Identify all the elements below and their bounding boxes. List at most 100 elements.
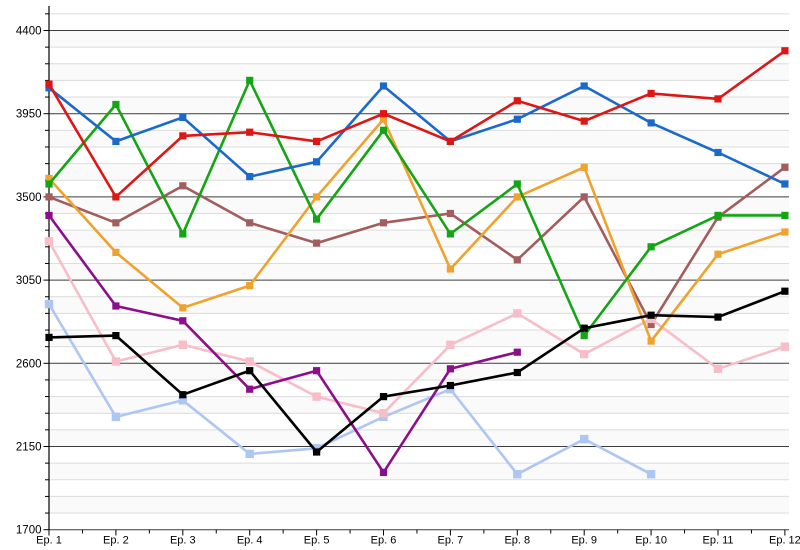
series-line-blue [48,84,786,186]
data-point-green [446,230,454,238]
y-axis-label: 3950 [16,109,42,121]
data-point-orange [313,193,321,201]
data-point-black [379,393,388,401]
grid-band [49,30,789,48]
data-point-brown [112,219,120,227]
series-line-red [47,49,786,199]
data-point-pink [780,342,790,351]
data-point-red [781,47,789,55]
x-axis-label: Ep. 4 [237,535,263,547]
series-line-orange [48,116,786,344]
data-point-blue [513,115,521,123]
data-point-green [246,76,254,84]
data-point-light-blue [312,444,321,453]
series-line-brown [48,166,786,328]
x-axis-label: Ep. 8 [504,535,530,547]
data-point-green [112,100,120,109]
data-point-orange [513,193,521,201]
grid-band [49,163,789,181]
data-point-orange [45,174,53,182]
grid-band [49,63,789,81]
x-axis-label: Ep. 3 [170,535,196,547]
grid-band [49,396,789,414]
x-axis-label: Ep. 12 [769,535,800,547]
series-line-green [48,77,785,339]
data-point-pink [580,349,589,359]
data-point-green [45,180,53,188]
data-point-purple [379,468,388,476]
data-point-pink [513,309,522,318]
data-point-brown [446,209,454,218]
data-point-pink [713,364,723,373]
data-point-red [112,193,120,201]
data-point-pink [178,340,187,349]
series-line-black [48,289,786,454]
x-axis-label: Ep. 10 [635,535,667,547]
data-point-red [246,128,254,136]
data-point-light-blue [646,470,656,479]
data-point-red [313,137,321,145]
data-point-black [714,313,722,321]
data-point-green [781,211,789,219]
data-point-brown [781,163,789,171]
grid-band [49,263,789,281]
y-axis-label: 4400 [16,26,42,38]
data-point-light-blue [44,299,54,309]
data-point-black [513,368,521,377]
data-point-purple [179,317,187,325]
data-point-green [513,180,521,188]
data-point-orange [714,250,722,258]
data-point-black [781,287,789,295]
data-point-black [446,381,454,390]
y-axis-label: 2600 [16,358,42,370]
data-point-light-blue [245,449,254,459]
data-point-brown [45,193,53,201]
data-point-brown [580,193,588,201]
data-point-black [45,333,53,341]
data-point-red [379,110,388,118]
data-point-pink [646,314,656,324]
data-point-orange [246,282,254,290]
data-point-purple [446,365,454,373]
data-point-purple [112,302,120,310]
data-point-green [714,211,722,219]
data-point-black [647,311,655,319]
data-point-orange [781,228,789,236]
data-point-black [313,448,321,456]
data-point-red [580,117,588,125]
data-point-purple [513,348,521,356]
data-point-blue [714,148,722,157]
data-point-red [446,137,454,145]
data-point-light-blue [580,434,589,444]
data-point-orange [580,163,588,171]
data-point-green [580,332,588,340]
data-point-blue [45,84,53,92]
grid-band [49,230,789,247]
grid-band [49,130,789,147]
x-axis-label: Ep. 5 [304,535,330,547]
data-point-pink [446,340,455,349]
y-axis-label: 3500 [16,192,42,204]
data-point-blue [313,158,321,166]
data-point-orange [446,265,454,273]
data-point-green [379,126,388,134]
data-point-red [647,89,655,97]
data-point-blue [580,82,588,90]
data-point-brown [647,320,655,329]
data-point-light-blue [178,396,187,405]
data-point-pink [245,357,254,366]
data-point-red [513,97,521,105]
x-axis-label: Ep. 1 [36,535,62,547]
x-axis-label: Ep. 9 [571,535,597,547]
data-point-light-blue [513,470,522,479]
data-point-purple [246,385,254,393]
y-axis-label: 3050 [16,275,42,287]
data-point-blue [647,119,655,127]
grid-band [49,496,789,514]
data-point-orange [379,115,388,123]
data-point-brown [379,219,388,227]
data-point-blue [179,113,187,121]
data-point-brown [313,239,321,247]
